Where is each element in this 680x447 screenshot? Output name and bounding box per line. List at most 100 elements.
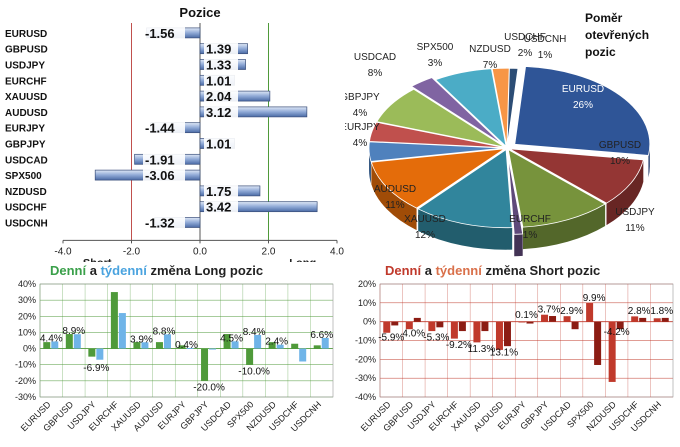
- y-tick-label: 40%: [18, 279, 36, 289]
- bar-weekly: [549, 316, 557, 322]
- chart-title-part: a: [421, 263, 435, 278]
- pie-slice-audusd: [370, 148, 505, 209]
- pie-slice-gbpusd: [509, 148, 644, 204]
- data-label-bg: [143, 25, 185, 39]
- data-label: 4.0%: [402, 329, 425, 340]
- chart-title: otevřených: [585, 28, 649, 42]
- bar-daily: [178, 345, 186, 349]
- pie-slice-side: [371, 162, 417, 231]
- bar-weekly: [163, 334, 171, 349]
- data-label-bg: [143, 215, 185, 229]
- data-label: -3.06: [145, 168, 175, 183]
- data-label: 4.4%: [40, 333, 63, 344]
- bar-daily: [110, 292, 118, 349]
- data-label: -9.2%: [446, 340, 472, 351]
- bar-weekly: [231, 341, 239, 349]
- chart-title: Poměr: [585, 11, 623, 25]
- bar-weekly: [96, 348, 104, 360]
- bar-daily: [201, 348, 209, 381]
- pie-value-label: 11%: [625, 223, 644, 234]
- pie-label: GBPUSD: [599, 140, 641, 151]
- chart-title-part: Denní: [385, 263, 422, 278]
- data-label: 2.8%: [628, 306, 651, 317]
- data-label: -1.32: [145, 216, 175, 231]
- y-tick-label: -10%: [15, 360, 36, 370]
- bar: [199, 106, 308, 118]
- chart-title-part: týdenní: [101, 263, 148, 278]
- bar-daily: [541, 314, 549, 322]
- bar-weekly: [276, 344, 284, 349]
- data-label: -20.0%: [193, 383, 225, 394]
- pie-slice-spx500: [410, 77, 503, 145]
- category-label: XAUUSD: [5, 92, 47, 103]
- positions-chart: Pozice -4.0 -2.0 0.0 2.0 4.0 Short Long EURUSD -1…: [5, 5, 344, 262]
- bar-weekly: [321, 337, 329, 349]
- pie-slice-usdjpy: [507, 148, 606, 228]
- chart-title: Denní a týdenní změna Short pozic: [385, 263, 600, 278]
- data-label: -1.91: [145, 152, 175, 167]
- chart-title-part: týdenní: [436, 263, 483, 278]
- data-label: 1.8%: [650, 306, 673, 317]
- y-tick-label: 20%: [358, 279, 376, 289]
- bar-daily: [653, 318, 661, 322]
- y-tick-label: -40%: [355, 392, 376, 402]
- pie-value-label: 4%: [353, 138, 368, 149]
- pie-value-label: 1%: [523, 230, 538, 241]
- pie-value-label: 7%: [483, 60, 498, 71]
- bar-weekly: [526, 321, 534, 324]
- bar-weekly: [436, 321, 444, 328]
- data-label: 4.5%: [220, 333, 243, 344]
- long-label: Long: [289, 257, 316, 262]
- data-label: 3.12: [206, 105, 231, 120]
- bar-weekly: [458, 321, 466, 332]
- data-label: -5.9%: [378, 333, 404, 344]
- pie-value-label: 10%: [610, 156, 630, 167]
- short-label: Short: [83, 257, 112, 262]
- bar-daily: [88, 348, 96, 357]
- x-tick-label: 0.0: [193, 246, 207, 257]
- data-label: 1.39: [206, 42, 231, 57]
- bar-weekly: [51, 341, 59, 349]
- category-label: EURJPY: [5, 124, 45, 135]
- pie-label: XAUUSD: [404, 214, 446, 225]
- pie-label: USDCHF: [504, 32, 546, 43]
- data-label-bg: [204, 199, 238, 213]
- data-label: -10.0%: [238, 366, 270, 377]
- pie-label: EURJPY: [345, 122, 380, 133]
- pie-slice-side: [418, 208, 513, 250]
- chart-title-part: změna Long pozic: [147, 263, 263, 278]
- bar-daily: [291, 343, 299, 349]
- bar-daily: [383, 321, 391, 333]
- bar-daily: [518, 321, 526, 323]
- chart-title: Pozice: [179, 5, 220, 20]
- y-tick-label: 0%: [23, 344, 36, 354]
- bar-daily: [473, 321, 481, 343]
- data-label: 6.6%: [310, 330, 333, 341]
- data-label-bg: [143, 152, 185, 166]
- data-label-bg: [204, 41, 238, 55]
- bar-weekly: [254, 335, 262, 349]
- category-label: NZDUSD: [5, 187, 47, 198]
- pie-slice-eurjpy: [368, 141, 505, 162]
- bar-daily: [586, 303, 594, 322]
- data-label: 3.9%: [130, 334, 153, 345]
- pie-slice-eurusd: [514, 66, 651, 156]
- pie-label: USDCAD: [354, 52, 396, 63]
- bar-weekly: [661, 317, 669, 322]
- y-tick-label: -20%: [15, 376, 36, 386]
- y-tick-label: 10%: [358, 298, 376, 308]
- pie-slice-side: [514, 233, 523, 257]
- data-label-bg: [143, 168, 185, 182]
- data-label: 1.01: [206, 137, 231, 152]
- pie-slice-side: [648, 144, 650, 178]
- long-changes-chart: Denní a týdenní změna Long pozic 40% 30% 20…: [15, 263, 334, 434]
- data-label: 1.01: [206, 73, 231, 88]
- category-label: USDCAD: [5, 155, 48, 166]
- data-label: 11.3%: [468, 344, 496, 355]
- bar-daily: [268, 342, 276, 349]
- data-label: -1.44: [145, 121, 175, 136]
- category-label: AUDUSD: [5, 108, 48, 119]
- bar-weekly: [118, 313, 126, 349]
- data-label: 0.1%: [515, 310, 538, 321]
- y-tick-label: 0%: [363, 317, 376, 327]
